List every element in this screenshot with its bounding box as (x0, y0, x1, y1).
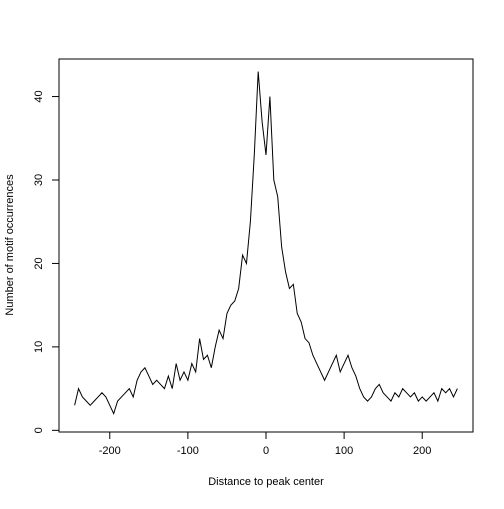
y-tick-label: 0 (33, 427, 45, 433)
x-tick-label: -200 (99, 445, 121, 457)
y-tick-label: 40 (33, 90, 45, 102)
plot-frame (58, 58, 474, 433)
x-tick-label: 0 (263, 445, 269, 457)
x-axis-label: Distance to peak center (208, 476, 324, 488)
x-tick-label: 200 (413, 445, 431, 457)
y-tick-label: 20 (33, 257, 45, 269)
x-tick-label: -100 (177, 445, 199, 457)
y-tick-label: 10 (33, 341, 45, 353)
data-line (74, 71, 458, 416)
x-tick-label: 100 (335, 445, 353, 457)
y-tick-label: 30 (33, 174, 45, 186)
y-axis-label: Number of motif occurrences (4, 174, 16, 316)
